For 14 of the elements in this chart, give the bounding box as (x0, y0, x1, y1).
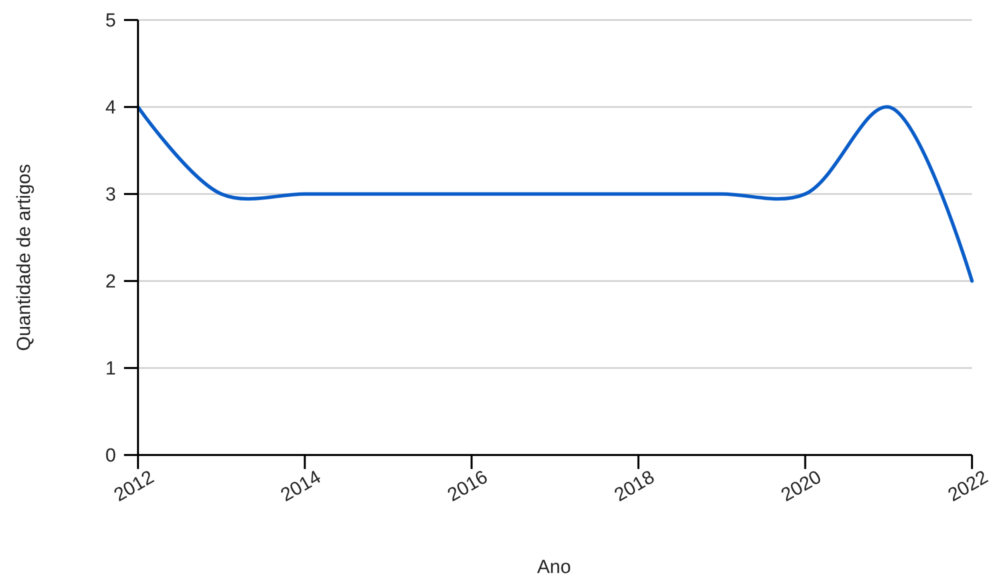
y-tick-label: 2 (105, 272, 116, 293)
y-axis-title: Quantidade de artigos (14, 164, 35, 351)
x-tick-label: 2014 (278, 466, 325, 506)
x-axis-title: Ano (537, 557, 571, 578)
y-tick-label: 4 (105, 98, 116, 119)
y-tick-label: 0 (105, 446, 116, 467)
x-tick-label: 2022 (944, 466, 991, 506)
x-tick-label: 2016 (444, 466, 492, 506)
y-tick-label: 5 (105, 10, 116, 32)
x-tick-label: 2012 (110, 466, 158, 506)
y-tick-label: 3 (105, 184, 116, 206)
x-tick-label: 2020 (778, 466, 826, 506)
y-tick-label: 1 (105, 358, 116, 380)
x-tick-label: 2018 (611, 466, 658, 506)
